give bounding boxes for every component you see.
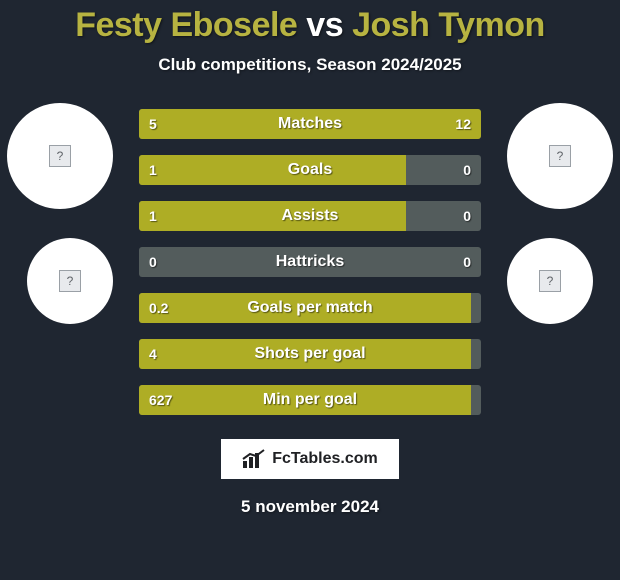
stat-row: 0.2Goals per match (139, 293, 481, 323)
brand-badge: FcTables.com (221, 439, 399, 479)
brand-chart-icon (242, 449, 266, 469)
stat-row: 627Min per goal (139, 385, 481, 415)
subtitle: Club competitions, Season 2024/2025 (0, 55, 620, 75)
stat-bar-left (139, 155, 406, 185)
title-player2: Josh Tymon (352, 6, 545, 44)
stat-bar-right (231, 109, 481, 139)
image-placeholder-icon: ? (549, 145, 571, 167)
brand-text: FcTables.com (272, 450, 378, 468)
stat-bar-left (139, 109, 231, 139)
player2-photo-circle: ? (507, 103, 613, 209)
player1-photo-circle: ? (7, 103, 113, 209)
stat-rows: 512Matches 10Goals 10Assists 00Hattricks 0.2… (139, 103, 481, 415)
stat-row: 00Hattricks (139, 247, 481, 277)
image-placeholder-icon: ? (539, 270, 561, 292)
comparison-arena: ? ? ? ? 512Matches 10Goals 10Assists 00Hatt… (0, 103, 620, 415)
stat-row: 10Goals (139, 155, 481, 185)
title-vs: vs (306, 6, 343, 44)
stat-bar-left (139, 339, 471, 369)
stat-bar-left (139, 385, 471, 415)
snapshot-date: 5 november 2024 (0, 497, 620, 517)
stat-bar-left (139, 293, 471, 323)
page-title: Festy Ebosele vs Josh Tymon (0, 0, 620, 45)
stat-row: 10Assists (139, 201, 481, 231)
player1-club-circle: ? (27, 238, 113, 324)
image-placeholder-icon: ? (59, 270, 81, 292)
title-player1: Festy Ebosele (75, 6, 297, 44)
player2-club-circle: ? (507, 238, 593, 324)
image-placeholder-icon: ? (49, 145, 71, 167)
stat-row-track (139, 247, 481, 277)
stat-row: 4Shots per goal (139, 339, 481, 369)
stat-bar-left (139, 201, 406, 231)
stat-row: 512Matches (139, 109, 481, 139)
